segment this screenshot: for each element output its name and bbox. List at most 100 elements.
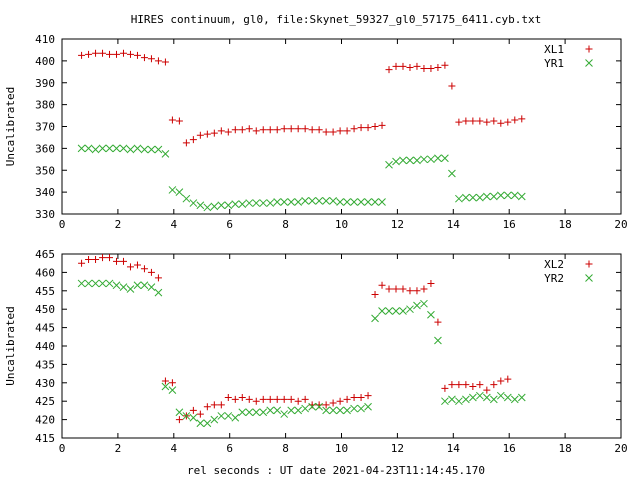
data-point: [518, 115, 526, 123]
x-tick-label: 8: [282, 218, 289, 231]
y-tick-label: 450: [35, 303, 55, 316]
data-point: [322, 401, 330, 409]
data-point: [266, 199, 275, 207]
data-point: [503, 191, 512, 200]
x-tick-label: 12: [391, 218, 404, 231]
legend-label: YR2: [544, 272, 564, 285]
series-xl2: [78, 254, 512, 424]
data-point: [91, 145, 100, 154]
x-tick-label: 16: [503, 442, 516, 455]
data-point: [469, 117, 477, 125]
legend-marker: [585, 274, 593, 282]
data-point: [112, 281, 121, 290]
data-point: [364, 124, 372, 132]
data-point: [224, 412, 233, 420]
series-yr1: [77, 144, 526, 212]
data-point: [252, 397, 260, 405]
data-point: [476, 381, 484, 389]
data-point: [392, 307, 400, 315]
data-point: [350, 404, 358, 413]
data-point: [517, 393, 526, 402]
data-point: [497, 377, 505, 385]
data-point: [475, 391, 484, 400]
data-point: [371, 198, 379, 206]
legend-marker: [585, 45, 593, 53]
data-point: [217, 401, 225, 409]
data-point: [147, 55, 155, 63]
data-point: [385, 66, 393, 74]
data-point: [322, 197, 330, 205]
panel-top: 0 2 4 6 8 10 12 14 16 18 20 330 340 350 360 370 380 390 40…: [4, 33, 628, 231]
data-point: [231, 126, 239, 134]
y-tick-label: 415: [35, 432, 55, 445]
data-point: [399, 156, 407, 165]
data-point: [168, 379, 176, 387]
data-point: [259, 395, 267, 403]
data-point: [378, 121, 386, 129]
data-point: [126, 145, 135, 154]
data-point: [378, 198, 386, 206]
data-point: [434, 336, 442, 345]
data-point: [84, 144, 93, 153]
data-point: [231, 200, 240, 209]
data-point: [322, 128, 330, 136]
data-point: [413, 287, 421, 295]
y-tick-label: 350: [35, 164, 55, 177]
data-point: [196, 201, 205, 210]
data-point: [273, 198, 282, 206]
data-point: [350, 394, 358, 402]
data-point: [266, 126, 274, 134]
data-point: [203, 419, 212, 428]
legend-label: XL2: [544, 258, 564, 271]
data-point: [399, 285, 407, 293]
data-point: [455, 194, 463, 203]
data-point: [112, 144, 121, 153]
y-tick-label: 420: [35, 414, 55, 427]
data-point: [78, 51, 86, 59]
y-tick-label: 425: [35, 395, 55, 408]
data-point: [462, 193, 470, 202]
data-point: [336, 198, 344, 206]
data-point: [406, 156, 414, 165]
data-point: [294, 125, 302, 133]
data-point: [154, 274, 162, 282]
x-tick-label: 18: [558, 442, 571, 455]
data-point: [140, 145, 149, 154]
data-point: [489, 192, 498, 201]
data-point: [434, 63, 442, 71]
y-tick-label: 400: [35, 55, 55, 68]
data-point: [420, 299, 428, 308]
data-point: [210, 129, 218, 137]
x-tick-label: 2: [115, 442, 122, 455]
data-point: [406, 287, 414, 295]
data-point: [91, 279, 100, 288]
data-point: [140, 54, 148, 62]
data-point: [84, 279, 93, 288]
data-point: [106, 50, 114, 58]
y-tick-label: 430: [35, 377, 55, 390]
data-point: [217, 201, 226, 210]
data-point: [280, 410, 289, 418]
data-point: [99, 254, 107, 262]
data-point: [259, 126, 267, 134]
data-point: [483, 386, 491, 394]
data-point: [441, 154, 449, 163]
data-point: [119, 283, 128, 291]
x-tick-label: 4: [170, 442, 177, 455]
data-point: [517, 192, 526, 201]
data-point: [434, 318, 442, 326]
data-point: [238, 394, 246, 402]
data-point: [301, 197, 310, 205]
data-point: [504, 375, 512, 383]
data-point: [161, 382, 170, 391]
data-point: [259, 199, 268, 207]
data-point: [448, 381, 456, 389]
y-tick-label: 445: [35, 322, 55, 335]
data-point: [140, 281, 149, 290]
data-point: [78, 259, 86, 267]
data-point: [245, 395, 253, 403]
data-point: [378, 281, 386, 289]
data-point: [441, 397, 449, 406]
data-point: [385, 307, 393, 315]
